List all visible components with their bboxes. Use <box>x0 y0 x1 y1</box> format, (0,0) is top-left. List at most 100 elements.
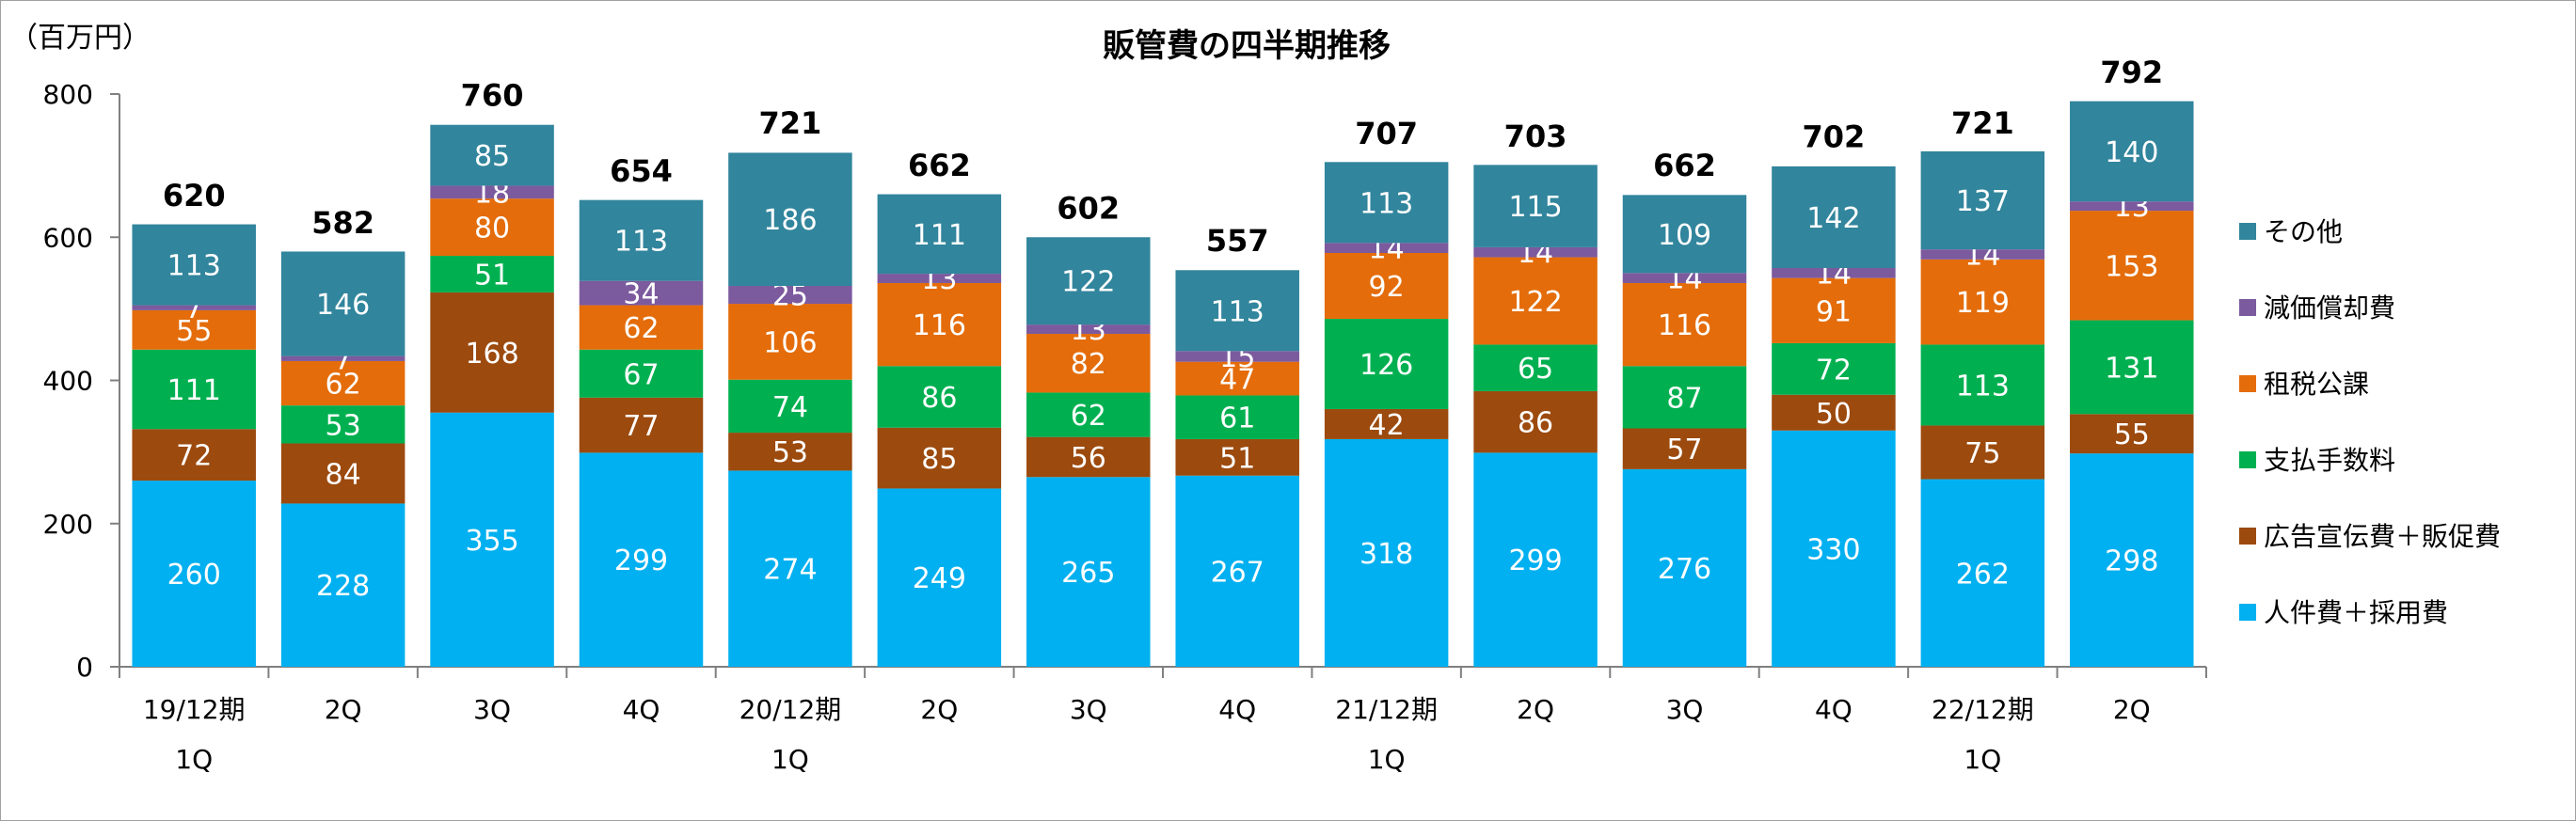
total-data-label: 702 <box>1803 119 1866 155</box>
y-tick-label: 200 <box>43 509 93 540</box>
bar-segment <box>1175 475 1299 667</box>
segment-data-label: 57 <box>1666 434 1702 466</box>
segment-data-label: 86 <box>1518 407 1553 440</box>
bar-segment <box>1920 150 2045 250</box>
x-category-label: 2Q <box>1517 694 1554 725</box>
bar-segment <box>280 503 405 667</box>
segment-data-label: 116 <box>913 309 966 342</box>
bar-segment <box>1622 366 1747 429</box>
bar-segment <box>2070 211 2194 321</box>
legend-swatch <box>2239 604 2256 621</box>
total-data-label: 707 <box>1355 116 1418 151</box>
x-category-label: 3Q <box>473 694 511 725</box>
segment-data-label: 122 <box>1508 286 1562 319</box>
segment-data-label: 67 <box>623 358 659 391</box>
segment-data-label: 113 <box>1360 187 1413 220</box>
bar-segment <box>877 366 1002 428</box>
bar-segment <box>579 199 704 281</box>
legend-item: 支払手数料 <box>2239 445 2395 476</box>
segment-data-label: 318 <box>1360 538 1413 571</box>
legend-item: 租税公課 <box>2239 369 2369 400</box>
y-tick-label: 0 <box>76 652 93 683</box>
bar-segment <box>1622 428 1747 469</box>
x-category-label: 4Q <box>623 694 660 725</box>
bar-segment <box>132 481 256 667</box>
bar-segment <box>1622 273 1747 283</box>
bar-segment <box>1026 477 1151 667</box>
segment-data-label: 168 <box>465 338 518 371</box>
segment-data-label: 113 <box>1956 370 2010 403</box>
bar-segment <box>1772 277 1896 343</box>
bar-segment <box>1473 257 1598 345</box>
total-data-label: 654 <box>610 153 673 189</box>
segment-data-label: 355 <box>465 525 518 558</box>
x-category-label: 1Q <box>771 744 809 775</box>
x-category-label: 4Q <box>1218 694 1256 725</box>
bar-segment <box>430 124 554 186</box>
bar-segment <box>877 194 1002 275</box>
bar-segment <box>132 429 256 482</box>
total-data-label: 721 <box>759 105 822 141</box>
bar-segment <box>132 309 256 350</box>
bar-segment <box>877 274 1002 283</box>
segment-data-label: 55 <box>2114 418 2150 451</box>
bar-segment <box>1026 237 1151 325</box>
segment-data-label: 126 <box>1360 349 1413 382</box>
segment-data-label: 106 <box>763 326 817 359</box>
bar-segment <box>579 397 704 453</box>
segment-data-label: 77 <box>623 410 659 443</box>
bar-segment <box>132 305 256 310</box>
total-data-label: 662 <box>1653 148 1716 183</box>
segment-data-label: 260 <box>167 559 221 592</box>
segment-data-label: 86 <box>921 382 957 415</box>
segment-data-label: 119 <box>1956 287 2010 320</box>
legend-label: その他 <box>2264 216 2343 247</box>
total-data-label: 602 <box>1057 191 1120 227</box>
segment-data-label: 116 <box>1658 309 1711 342</box>
segment-data-label: 56 <box>1071 442 1106 475</box>
segment-data-label: 115 <box>1508 191 1562 224</box>
bar-segment <box>1175 395 1299 439</box>
segment-data-label: 249 <box>913 562 966 595</box>
segment-data-label: 186 <box>763 204 817 237</box>
segment-data-label: 72 <box>1816 354 1852 387</box>
segment-data-label: 74 <box>772 391 808 424</box>
legend-label: 租税公課 <box>2264 369 2369 400</box>
x-category-label: 3Q <box>1666 694 1704 725</box>
legend-item: 広告宣伝費＋販促費 <box>2239 521 2501 552</box>
bar-segment <box>430 412 554 667</box>
total-data-label: 557 <box>1206 223 1269 259</box>
legend-label: 支払手数料 <box>2264 445 2395 476</box>
bar-segment <box>1026 436 1151 478</box>
legend-item: 減価償却費 <box>2239 292 2395 324</box>
segment-data-label: 140 <box>2105 136 2158 169</box>
segment-data-label: 113 <box>167 250 221 283</box>
bar-segment <box>1920 259 2045 345</box>
bar-segment <box>280 355 405 361</box>
bar-segment <box>579 452 704 667</box>
segment-data-label: 62 <box>326 369 361 402</box>
segment-data-label: 298 <box>2105 545 2158 578</box>
bar-segment <box>1920 425 2045 480</box>
bar-segment <box>579 305 704 350</box>
bar-segment <box>1622 468 1747 667</box>
x-category-label: 1Q <box>175 744 213 775</box>
segment-data-label: 109 <box>1658 219 1711 252</box>
total-data-label: 721 <box>1951 105 2014 141</box>
bar-segment <box>1175 361 1299 396</box>
segment-data-label: 113 <box>614 226 668 259</box>
segment-data-label: 62 <box>1071 400 1106 433</box>
segment-data-label: 92 <box>1369 271 1405 304</box>
segment-data-label: 53 <box>326 409 361 442</box>
bar-segment <box>430 256 554 292</box>
segment-data-label: 91 <box>1816 295 1852 328</box>
legend-item: 人件費＋採用費 <box>2239 597 2448 628</box>
segment-data-label: 122 <box>1061 266 1115 299</box>
